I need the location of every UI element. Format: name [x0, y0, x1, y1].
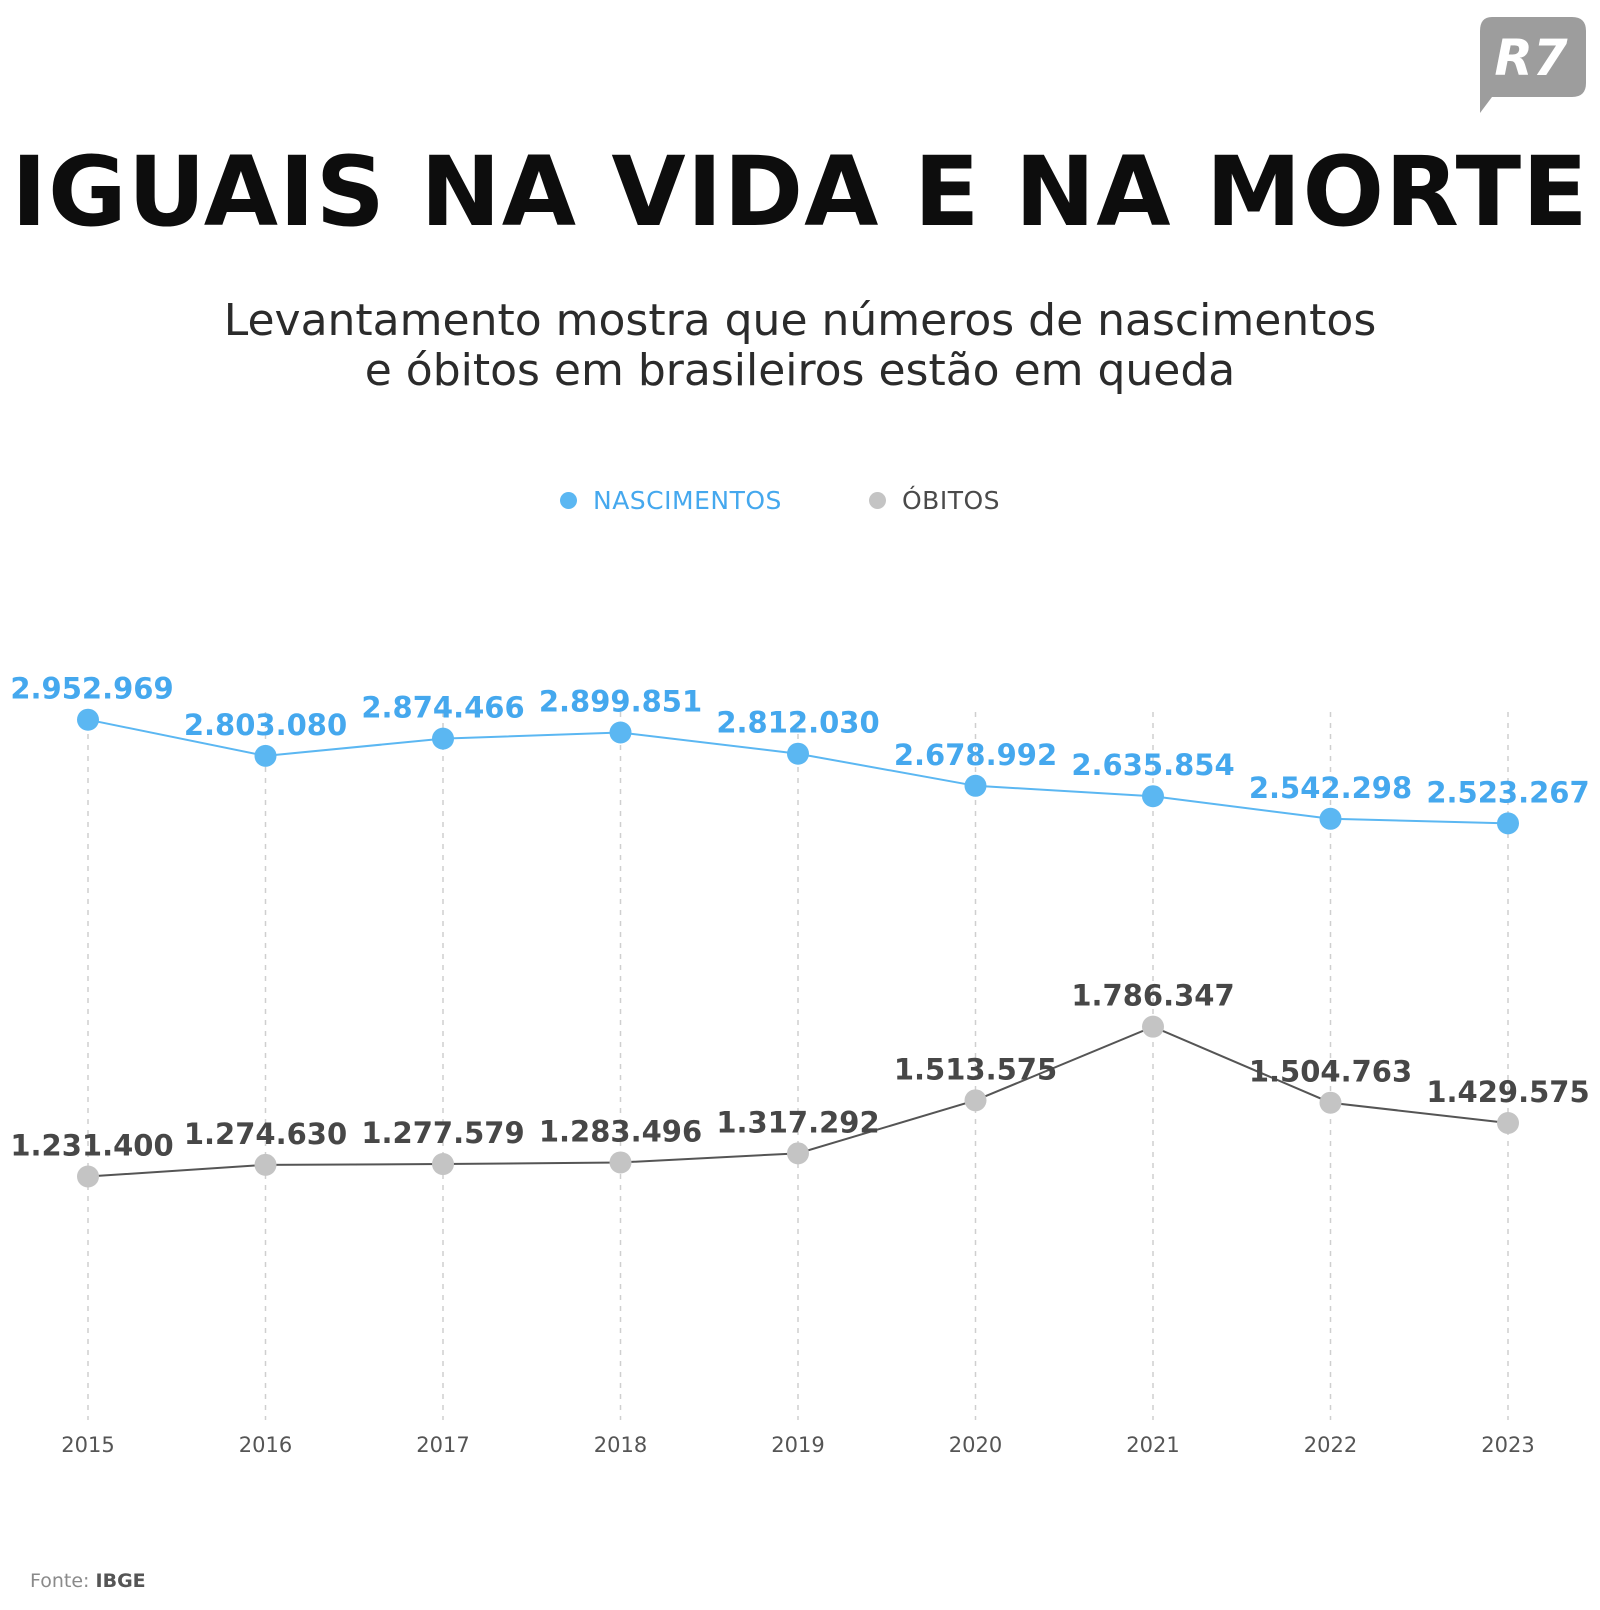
legend-label-obitos: ÓBITOS	[902, 485, 1001, 515]
x-tick-label-2021: 2021	[1126, 1433, 1179, 1457]
subtitle-line-1: Levantamento mostra que números de nasci…	[223, 295, 1377, 346]
data-label-nascimentos-2017: 2.874.466	[361, 691, 524, 725]
r7-logo: R7	[1480, 17, 1586, 113]
logo-text: R7	[1494, 29, 1568, 87]
x-tick-label-2023: 2023	[1481, 1433, 1534, 1457]
subtitle-line-2: e óbitos em brasileiros estão em queda	[364, 345, 1236, 396]
x-tick-label-2016: 2016	[239, 1433, 292, 1457]
chart-title: IGUAIS NA VIDA E NA MORTE	[11, 136, 1589, 248]
data-label-obitos-2021: 1.786.347	[1071, 979, 1234, 1013]
data-label-obitos-2020: 1.513.575	[894, 1052, 1057, 1086]
source-note: Fonte: IBGE	[30, 1570, 146, 1592]
data-label-nascimentos-2021: 2.635.854	[1071, 748, 1234, 782]
data-label-nascimentos-2022: 2.542.298	[1249, 771, 1412, 805]
data-label-obitos-2022: 1.504.763	[1249, 1055, 1412, 1089]
legend-item-obitos: ÓBITOS	[869, 482, 1000, 518]
logo-bubble-shape	[1480, 17, 1586, 113]
data-label-obitos-2015: 1.231.400	[10, 1129, 173, 1163]
data-label-nascimentos-2023: 2.523.267	[1426, 775, 1589, 809]
x-tick-label-2020: 2020	[949, 1433, 1002, 1457]
x-tick-label-2022: 2022	[1304, 1433, 1357, 1457]
chart-subtitle: Levantamento mostra que números de nasci…	[0, 296, 1600, 396]
data-point-obitos-2016	[254, 1153, 277, 1176]
legend-label-nascimentos: NASCIMENTOS	[593, 485, 782, 515]
data-label-obitos-2018: 1.283.496	[539, 1114, 702, 1148]
chart-legend: NASCIMENTOS ÓBITOS	[0, 482, 1600, 518]
source-label: Fonte:	[30, 1570, 90, 1592]
data-label-obitos-2016: 1.274.630	[184, 1117, 347, 1151]
data-point-nascimentos-2022	[1319, 807, 1342, 830]
data-point-nascimentos-2019	[787, 742, 809, 765]
x-tick-label-2015: 2015	[61, 1433, 114, 1457]
data-point-obitos-2021	[1142, 1015, 1164, 1038]
data-label-nascimentos-2019: 2.812.030	[716, 706, 879, 740]
data-point-nascimentos-2015	[77, 708, 99, 731]
data-point-obitos-2023	[1497, 1112, 1519, 1135]
data-point-obitos-2015	[77, 1165, 99, 1188]
x-tick-label-2019: 2019	[771, 1433, 824, 1457]
data-point-nascimentos-2017	[432, 727, 454, 750]
x-tick-label-2018: 2018	[594, 1433, 647, 1457]
source-value: IBGE	[95, 1570, 146, 1592]
legend-dot-obitos	[869, 491, 886, 509]
data-point-nascimentos-2016	[254, 744, 277, 767]
x-tick-label-2017: 2017	[416, 1433, 469, 1457]
data-label-nascimentos-2018: 2.899.851	[539, 685, 702, 719]
data-point-nascimentos-2021	[1142, 785, 1164, 808]
data-point-obitos-2022	[1319, 1091, 1342, 1114]
data-label-obitos-2017: 1.277.579	[361, 1116, 524, 1150]
data-point-obitos-2018	[609, 1151, 632, 1174]
data-point-nascimentos-2023	[1497, 812, 1519, 835]
data-label-obitos-2019: 1.317.292	[716, 1105, 879, 1139]
data-point-nascimentos-2018	[609, 721, 632, 744]
legend-dot-nascimentos	[560, 491, 577, 509]
data-point-nascimentos-2020	[964, 774, 987, 797]
data-point-obitos-2017	[432, 1153, 454, 1176]
data-label-obitos-2023: 1.429.575	[1426, 1075, 1589, 1109]
data-point-obitos-2019	[787, 1142, 809, 1165]
data-point-obitos-2020	[964, 1089, 987, 1112]
legend-item-nascimentos: NASCIMENTOS	[560, 482, 782, 518]
data-label-nascimentos-2015: 2.952.969	[10, 672, 173, 706]
data-label-nascimentos-2020: 2.678.992	[894, 738, 1057, 772]
data-label-nascimentos-2016: 2.803.080	[184, 708, 347, 742]
